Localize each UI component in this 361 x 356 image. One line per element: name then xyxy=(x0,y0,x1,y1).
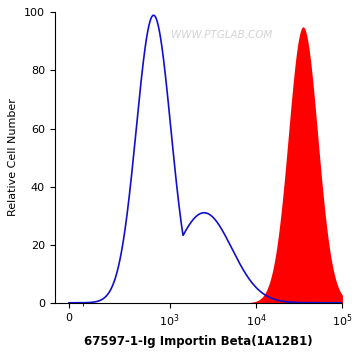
X-axis label: 67597-1-Ig Importin Beta(1A12B1): 67597-1-Ig Importin Beta(1A12B1) xyxy=(84,335,313,348)
Y-axis label: Relative Cell Number: Relative Cell Number xyxy=(8,99,18,216)
Text: WWW.PTGLAB.COM: WWW.PTGLAB.COM xyxy=(171,30,272,40)
